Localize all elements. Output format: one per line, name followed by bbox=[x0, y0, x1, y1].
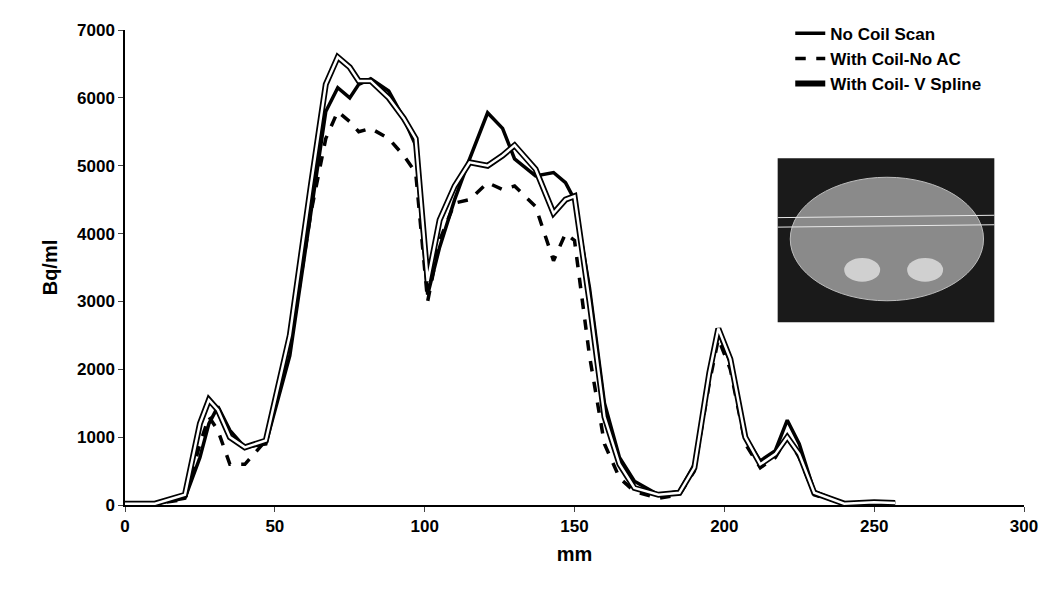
svg-text:50: 50 bbox=[265, 517, 284, 536]
svg-text:With Coil- V Spline: With Coil- V Spline bbox=[830, 75, 981, 94]
svg-text:6000: 6000 bbox=[77, 89, 115, 108]
svg-text:300: 300 bbox=[1010, 517, 1038, 536]
svg-text:4000: 4000 bbox=[77, 225, 115, 244]
svg-text:With Coil-No AC: With Coil-No AC bbox=[830, 50, 960, 69]
svg-text:250: 250 bbox=[860, 517, 888, 536]
svg-text:Bq/ml: Bq/ml bbox=[39, 240, 61, 296]
svg-text:200: 200 bbox=[710, 517, 738, 536]
svg-text:mm: mm bbox=[557, 543, 593, 565]
svg-text:0: 0 bbox=[120, 517, 129, 536]
svg-text:3000: 3000 bbox=[77, 292, 115, 311]
svg-text:No Coil Scan: No Coil Scan bbox=[830, 25, 935, 44]
svg-text:5000: 5000 bbox=[77, 157, 115, 176]
svg-text:7000: 7000 bbox=[77, 21, 115, 40]
svg-text:100: 100 bbox=[410, 517, 438, 536]
svg-text:1000: 1000 bbox=[77, 428, 115, 447]
svg-text:150: 150 bbox=[560, 517, 588, 536]
svg-text:0: 0 bbox=[105, 496, 114, 515]
svg-text:2000: 2000 bbox=[77, 360, 115, 379]
